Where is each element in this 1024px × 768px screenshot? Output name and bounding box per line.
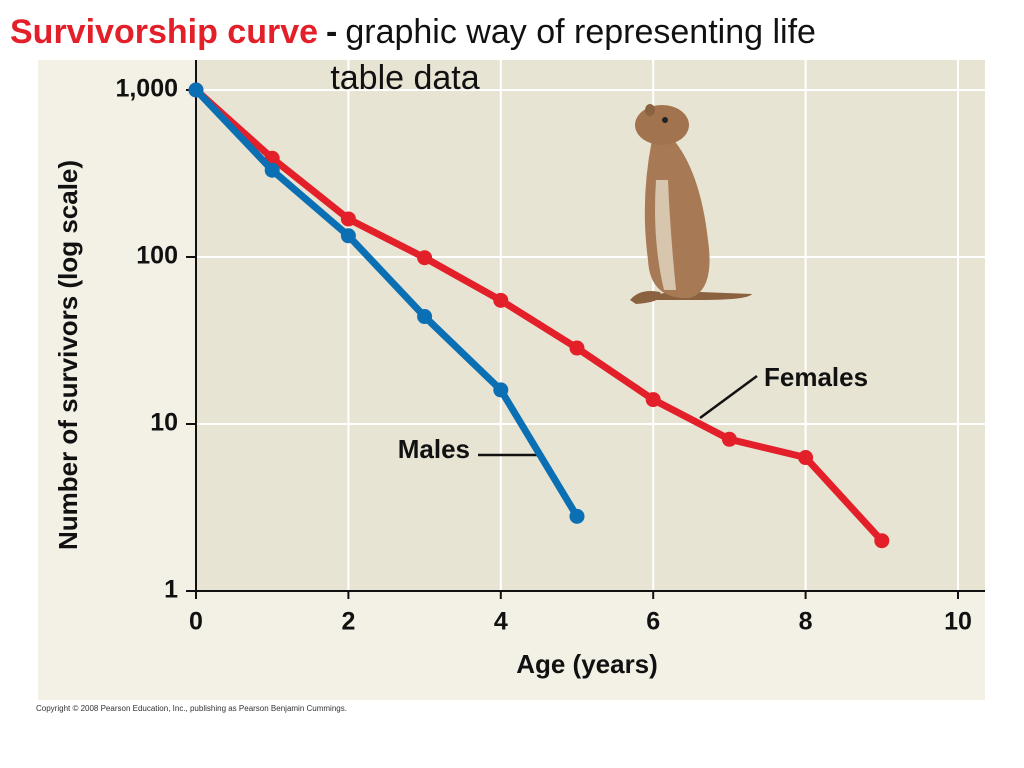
- data-point: [569, 340, 585, 356]
- data-point: [340, 211, 356, 227]
- title-definition: table data: [330, 59, 479, 97]
- leader-line: [699, 374, 758, 420]
- data-point: [264, 162, 280, 178]
- y-axis-label: Number of survivors (log scale): [53, 160, 83, 550]
- data-point: [721, 431, 737, 447]
- title-term: Survivorship curve: [10, 13, 318, 51]
- series-line: [193, 87, 885, 544]
- data-point: [493, 292, 509, 308]
- series-label: Males: [398, 434, 470, 464]
- x-tick-label: 0: [189, 608, 203, 636]
- chart-title: Survivorship curve - graphic way of repres…: [10, 13, 816, 51]
- data-point: [798, 450, 814, 466]
- data-point: [569, 508, 585, 524]
- data-point: [188, 82, 204, 98]
- data-point: [340, 228, 356, 244]
- x-tick-label: 6: [646, 608, 660, 636]
- footer: Copyright © 2008 Pearson Education, Inc.…: [36, 704, 347, 713]
- x-axis-label: Age (years): [516, 649, 658, 679]
- series-line: [193, 87, 580, 519]
- data-point: [417, 250, 433, 266]
- y-tick-label: 1,000: [115, 75, 178, 103]
- y-tick-label: 1: [164, 576, 178, 604]
- y-tick-label: 100: [136, 242, 178, 270]
- title-dash: -: [326, 13, 337, 51]
- y-tick-label: 10: [150, 409, 178, 437]
- data-point: [874, 533, 890, 549]
- data-point: [645, 392, 661, 408]
- x-tick-label: 4: [494, 608, 508, 636]
- data-point: [493, 382, 509, 398]
- squirrel-illustration: [630, 104, 752, 304]
- x-tick-label: 8: [799, 608, 813, 636]
- data-point: [417, 309, 433, 325]
- x-tick-label: 2: [341, 608, 355, 636]
- x-tick-label: 10: [944, 608, 972, 636]
- title-definition: graphic way of representing life: [345, 13, 816, 51]
- series-label: Females: [764, 362, 868, 392]
- plot-area: [196, 60, 985, 591]
